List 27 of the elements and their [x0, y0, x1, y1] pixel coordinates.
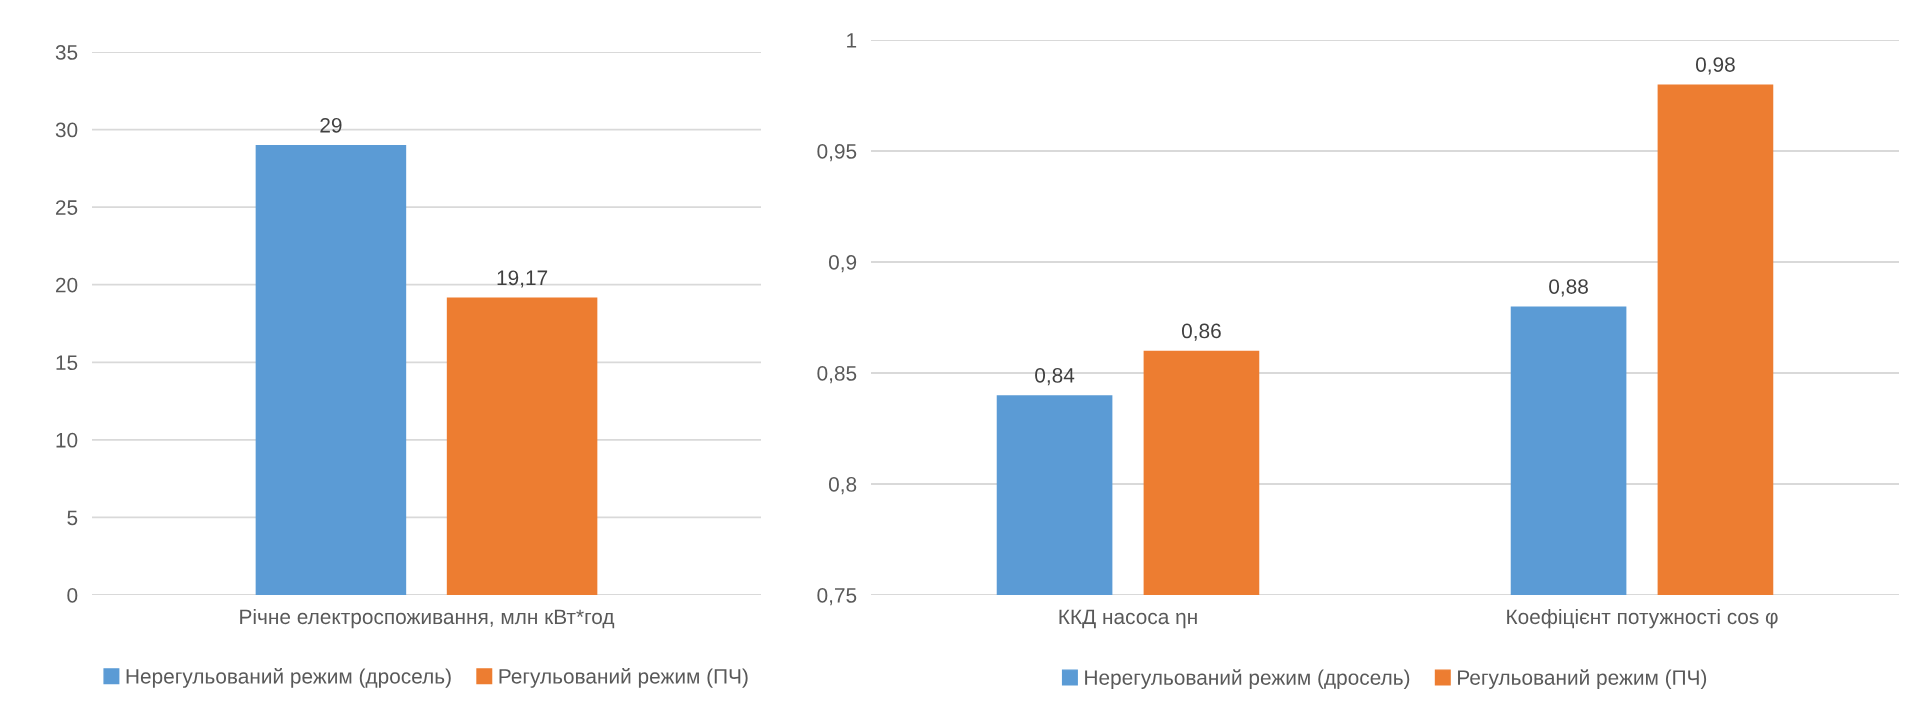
y-tick-label: 15 — [56, 355, 78, 371]
data-label: 19,17 — [497, 270, 548, 288]
y-tick-label: 0,95 — [817, 144, 857, 162]
legend-label: Регульований режим (ПЧ) — [499, 668, 748, 688]
y-tick-label: 35 — [55, 45, 78, 60]
x-tick-label: Коефіцієнт потужності cos φ — [1507, 608, 1778, 629]
y-tick-label: 0 — [67, 588, 78, 603]
y-tick-label: 5 — [67, 510, 78, 526]
x-tick-label: ККД насоса ηн — [1059, 609, 1197, 629]
y-tick-label: 20 — [55, 277, 78, 293]
y-tick-label: 30 — [55, 122, 78, 138]
legend-label: Нерегульований режим (дросель) — [126, 668, 451, 688]
y-tick-label: 0,8 — [828, 477, 857, 495]
data-label: 29 — [320, 117, 342, 133]
data-label: 0,98 — [1695, 57, 1735, 75]
y-tick-label: 0,85 — [817, 366, 857, 384]
y-tick-label: 0,75 — [817, 588, 857, 606]
legend-label: Нерегульований режим (дросель) — [1085, 669, 1410, 690]
legend-label: Регульований режим (ПЧ) — [1458, 669, 1707, 690]
data-label: 0,84 — [1035, 368, 1075, 386]
y-tick-label: 0,9 — [828, 255, 857, 273]
data-label: 0,86 — [1181, 323, 1221, 341]
y-tick-label: 1 — [847, 33, 857, 48]
x-tick-label: Річне електроспоживання, млн кВт*год — [240, 608, 615, 629]
data-label: 0,88 — [1549, 279, 1588, 297]
y-tick-label: 25 — [55, 200, 78, 215]
y-tick-label: 10 — [56, 432, 78, 448]
